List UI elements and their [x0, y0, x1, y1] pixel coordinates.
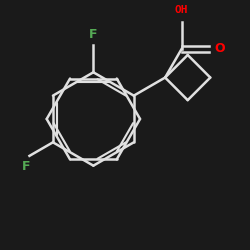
Text: F: F: [89, 28, 98, 41]
Text: OH: OH: [175, 5, 188, 15]
Text: F: F: [22, 160, 31, 173]
Text: O: O: [214, 42, 225, 55]
